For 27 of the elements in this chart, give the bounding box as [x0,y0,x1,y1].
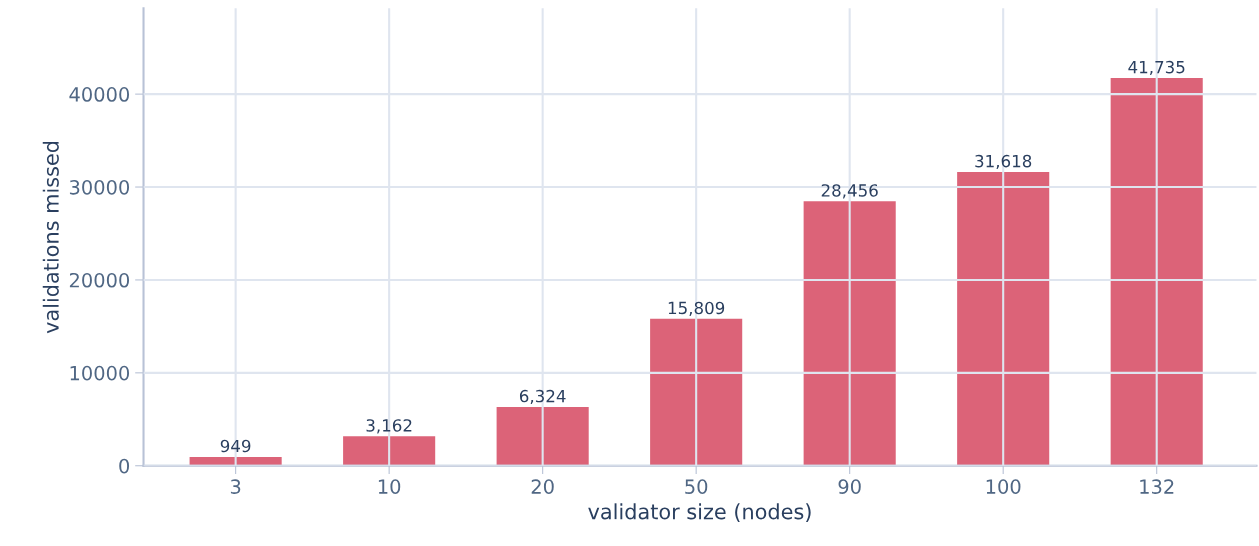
x-tick-label: 3 [230,479,241,494]
bar [650,318,743,466]
y-tick-label: 40000 [69,87,130,102]
x-tick-label: 20 [531,479,554,494]
x-tick-label: 90 [838,479,861,494]
bar [496,406,589,466]
data-label: 41,735 [1128,60,1185,76]
data-label: 28,456 [821,184,878,199]
data-label: 31,618 [975,154,1032,170]
data-label: 6,324 [519,389,566,405]
y-tick-label: 10000 [70,365,130,381]
bar [1110,78,1203,466]
x-tick-label: 10 [378,479,401,494]
x-axis-title: validator size (nodes) [588,503,811,522]
bar [957,172,1050,466]
y-tick-label: 20000 [69,272,130,288]
y-axis-title: validations missed [42,141,59,334]
x-tick-label: 100 [986,479,1021,494]
bar [343,436,436,466]
bar [803,201,896,466]
y-tick-label: 30000 [69,179,130,195]
data-label: 15,809 [668,301,725,316]
data-label: 3,162 [366,419,412,434]
data-label: 949 [220,439,251,453]
x-tick-label: 50 [685,479,708,494]
x-tick-label: 132 [1140,479,1174,494]
y-tick-label: 0 [119,458,130,474]
